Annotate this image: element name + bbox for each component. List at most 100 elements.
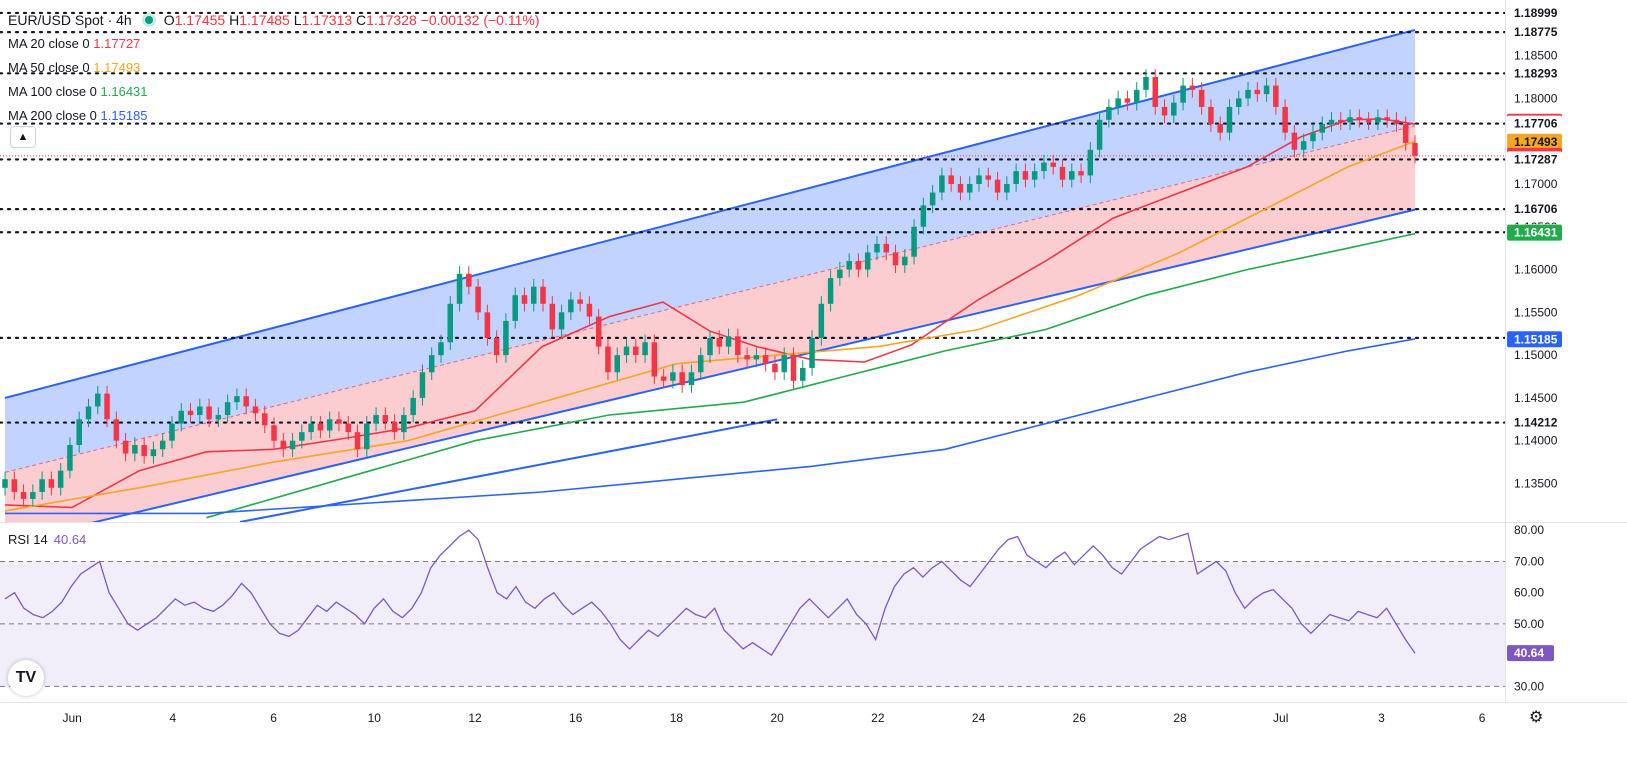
candle (391, 421, 398, 433)
candle (1004, 183, 1010, 193)
price-label-box (1507, 133, 1562, 150)
candle (929, 192, 936, 206)
candle (1050, 162, 1056, 167)
candle (206, 406, 212, 420)
candle (428, 355, 435, 373)
candle (1291, 132, 1298, 150)
candle (1152, 77, 1159, 107)
time-tick-label: 18 (670, 711, 684, 725)
candle (1217, 124, 1223, 133)
candle (234, 396, 240, 403)
candle (1384, 117, 1390, 120)
time-tick-label: 4 (170, 711, 177, 725)
candle (827, 278, 834, 304)
candle (753, 355, 760, 360)
candle (493, 338, 500, 356)
candle (122, 440, 129, 454)
rsi-value-box (1507, 645, 1554, 662)
ma20-legend[interactable]: MA 20 close 0 1.17727 (8, 36, 141, 51)
low-label: L (293, 12, 302, 28)
low-value: 1.17313 (301, 12, 353, 28)
tradingview-logo[interactable]: TV (8, 660, 44, 696)
candle (1069, 171, 1075, 180)
candle (818, 303, 825, 339)
price-label-box (1507, 201, 1562, 218)
ma50-legend[interactable]: MA 50 close 0 1.17493 (8, 60, 141, 75)
candle (855, 261, 862, 270)
rsi-legend[interactable]: RSI 14 40.64 (8, 532, 86, 547)
candle (595, 316, 602, 347)
price-tick-label: 1.13500 (1514, 476, 1558, 490)
chevron-up-icon[interactable]: ▲ (10, 126, 36, 148)
close-value: 1.17328 (366, 12, 417, 28)
market-status-icon (141, 13, 156, 27)
candle (132, 444, 138, 454)
time-tick-label: 16 (569, 711, 583, 725)
candle (197, 406, 203, 416)
candle (1078, 171, 1084, 176)
candle (1106, 106, 1112, 120)
candle (1236, 98, 1242, 107)
candle (299, 432, 305, 441)
price-tick-label: 1.17000 (1514, 177, 1558, 191)
candle (39, 479, 45, 493)
time-tick-label: 20 (770, 711, 784, 725)
ma20-line (4, 118, 1416, 509)
candle (1115, 98, 1121, 107)
gear-icon[interactable]: ⚙ (1529, 709, 1544, 726)
rsi-tick-label: 80.00 (1514, 523, 1544, 537)
ma100-legend[interactable]: MA 100 close 0 1.16431 (8, 84, 148, 99)
candle (1412, 142, 1418, 156)
candle (1133, 89, 1140, 103)
main-pane (0, 11, 1505, 522)
price-label: 1.14212 (1514, 416, 1558, 430)
candle (187, 410, 194, 416)
candle (1198, 89, 1205, 107)
candle (447, 303, 454, 343)
candle (902, 256, 908, 266)
ma200-legend[interactable]: MA 200 close 0 1.15185 (8, 108, 148, 123)
candle (920, 205, 927, 227)
candle (1208, 106, 1214, 125)
price-label-box (1507, 414, 1562, 431)
ma50-line (4, 140, 1416, 512)
open-label: O (163, 12, 175, 28)
candle (521, 295, 528, 304)
price-label-box (1507, 224, 1562, 241)
candle (864, 252, 871, 270)
candle (614, 355, 620, 373)
channel-upper-fill (5, 29, 1415, 473)
price-label-box (1507, 331, 1562, 348)
candle (1338, 119, 1344, 123)
time-tick-label: 10 (368, 711, 382, 725)
symbol-row[interactable]: EUR/USD Spot · 4h O1.17455 H1.17485 L1.17… (8, 8, 540, 32)
candle (85, 406, 92, 420)
candle (762, 355, 769, 364)
ma200-line (5, 338, 1416, 515)
price-label: 1.18293 (1514, 66, 1558, 80)
candle (512, 295, 518, 321)
candle (1263, 85, 1270, 95)
candle (364, 423, 370, 450)
channel-lower-fill (5, 125, 1415, 522)
price-label: 1.16706 (1514, 202, 1558, 216)
rsi-value: 40.64 (53, 532, 87, 547)
rsi-tick-label: 60.00 (1514, 586, 1544, 600)
candle (911, 226, 917, 257)
candle (1022, 171, 1029, 180)
time-tick-label: 28 (1173, 711, 1187, 725)
price-tick-label: 1.14500 (1514, 391, 1558, 405)
candle (1124, 98, 1131, 103)
price-label: 1.17287 (1514, 152, 1558, 166)
candle (605, 346, 611, 373)
candle (809, 338, 815, 368)
time-tick-label: 6 (270, 711, 277, 725)
candle (1171, 102, 1177, 116)
candle (874, 243, 880, 253)
ma100-line (206, 232, 1416, 519)
candle (735, 336, 741, 356)
rsi-value-label: 40.64 (1514, 646, 1544, 660)
symbol-title[interactable]: EUR/USD Spot · 4h (8, 12, 132, 28)
candle (1143, 77, 1149, 90)
